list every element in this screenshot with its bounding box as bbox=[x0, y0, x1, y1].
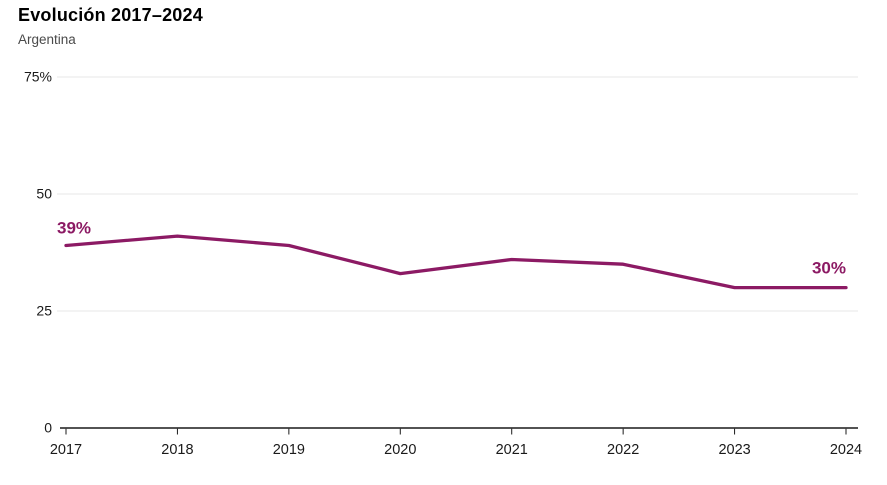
y-tick-label: 75% bbox=[24, 69, 52, 85]
x-tick-label: 2021 bbox=[496, 442, 528, 458]
y-tick-label: 0 bbox=[44, 420, 52, 436]
x-tick-label: 2019 bbox=[273, 442, 305, 458]
y-tick-label: 25 bbox=[36, 303, 52, 319]
x-tick-label: 2017 bbox=[50, 442, 82, 458]
data-line bbox=[64, 234, 848, 290]
x-tick-label: 2024 bbox=[830, 442, 862, 458]
chart-subtitle: Argentina bbox=[18, 32, 76, 47]
x-tick-label: 2020 bbox=[384, 442, 416, 458]
first-point-label: 39% bbox=[57, 218, 91, 237]
x-tick-label: 2023 bbox=[718, 442, 750, 458]
x-tick-label: 2022 bbox=[607, 442, 639, 458]
last-point-label: 30% bbox=[812, 259, 846, 278]
chart-title: Evolución 2017–2024 bbox=[18, 5, 203, 25]
y-tick-label: 50 bbox=[36, 186, 52, 202]
x-tick-label: 2018 bbox=[161, 442, 193, 458]
